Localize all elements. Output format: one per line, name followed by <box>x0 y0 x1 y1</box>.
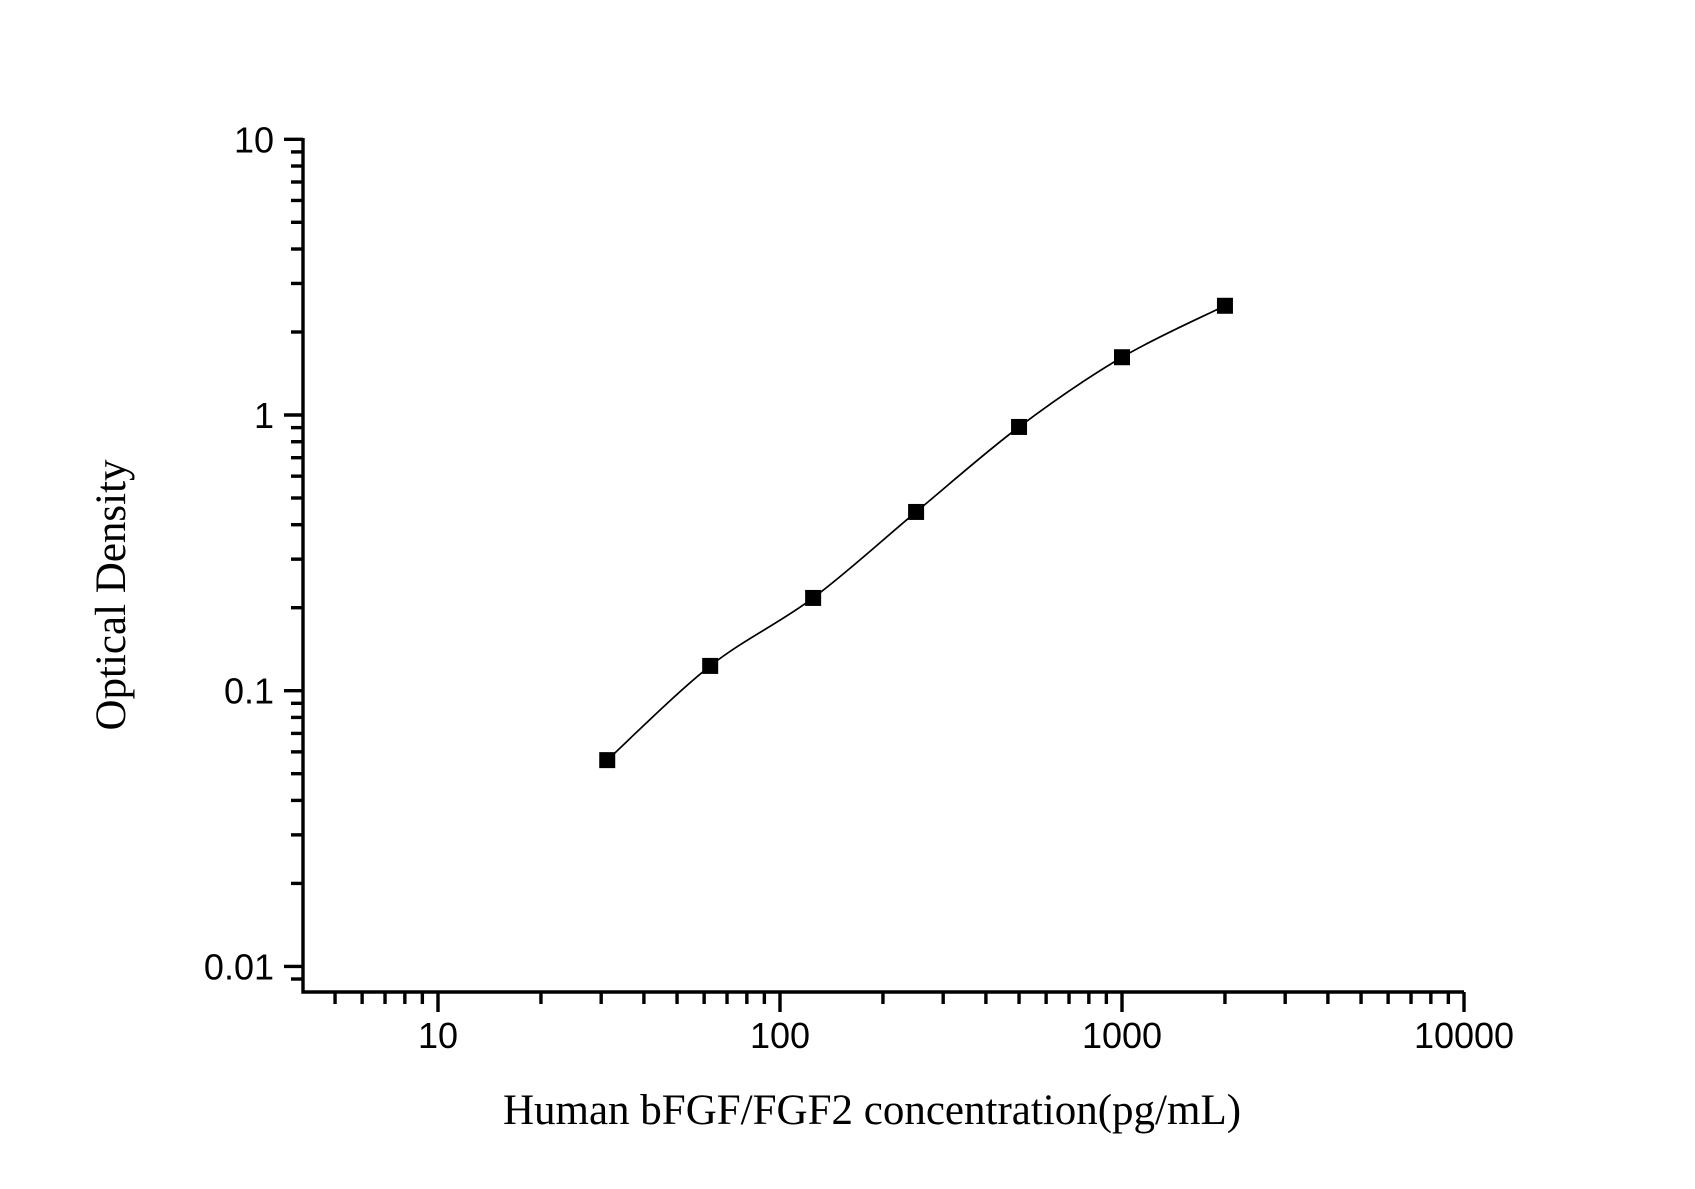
axis-lines <box>301 138 1464 994</box>
data-point-marker <box>908 503 925 520</box>
x-axis-tick-label: 100 <box>750 1015 810 1056</box>
tick-labels-group: 10 100 1000 10000 10 1 0.1 0.01 <box>204 119 1514 1056</box>
x-axis-tick-label: 10000 <box>1414 1015 1514 1056</box>
data-point-marker <box>599 752 616 769</box>
y-axis-title: Optical Density <box>88 459 135 731</box>
data-point-marker <box>1011 418 1028 435</box>
x-axis-tick-label: 10 <box>418 1015 458 1056</box>
axis-ticks <box>284 137 1466 1012</box>
data-point-marker <box>1114 349 1130 366</box>
y-axis-tick-label: 1 <box>254 395 274 436</box>
data-points-group <box>599 297 1233 769</box>
y-axis-tick-label: 10 <box>234 119 274 160</box>
curve-line <box>606 305 1226 761</box>
axis-lines-group <box>301 138 1464 994</box>
x-axis-tick-label: 1000 <box>1082 1015 1162 1056</box>
y-axis-tick-label: 0.01 <box>204 946 274 987</box>
curve-group <box>606 305 1226 761</box>
x-axis-title: Human bFGF/FGF2 concentration(pg/mL) <box>503 1087 1241 1134</box>
data-point-marker <box>702 657 719 674</box>
data-point-marker <box>1216 297 1233 314</box>
y-axis-tick-label: 0.1 <box>224 671 274 712</box>
data-point-marker <box>805 589 822 606</box>
